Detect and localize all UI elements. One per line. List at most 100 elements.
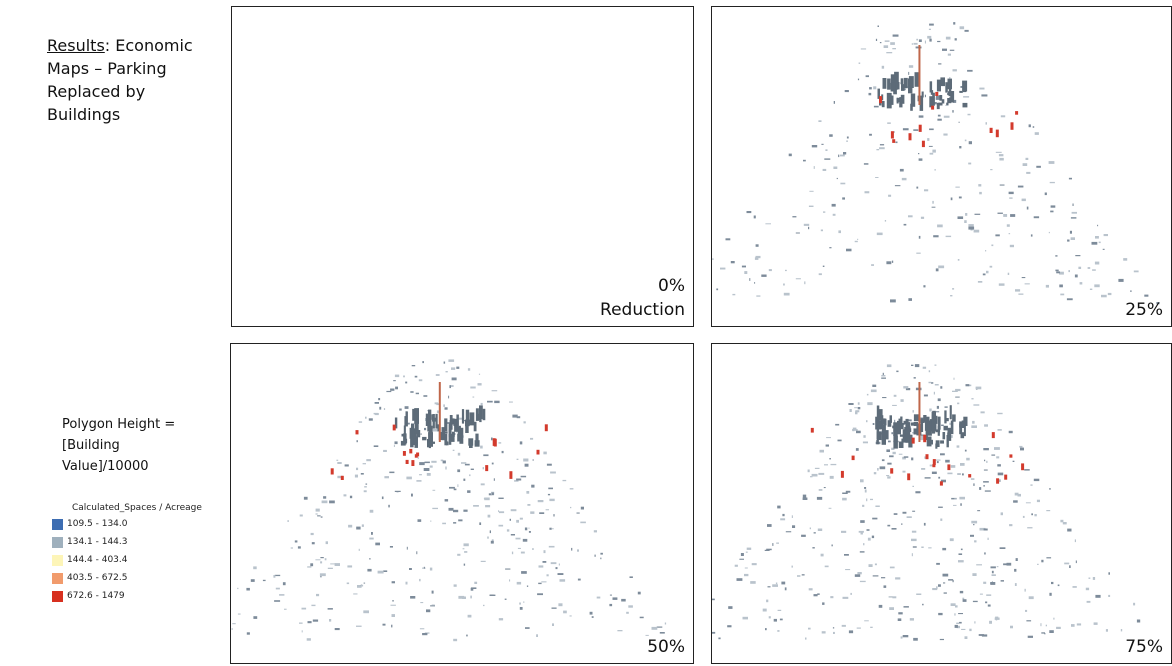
map-hotspot [935, 92, 938, 96]
map-feature [882, 66, 884, 69]
map-feature [862, 505, 864, 507]
map-hotspot [940, 481, 943, 485]
map-feature [384, 408, 385, 410]
map-feature [410, 391, 413, 393]
map-feature [979, 487, 981, 490]
map-feature [287, 520, 289, 522]
map-feature [780, 619, 783, 621]
map-feature [955, 625, 958, 628]
map-feature [363, 610, 369, 613]
map-feature [857, 239, 858, 240]
map-feature [936, 411, 940, 412]
map-feature [880, 466, 886, 469]
map-feature [940, 453, 945, 455]
map-building [901, 78, 904, 84]
map-feature [1101, 295, 1107, 298]
map-hotspot [331, 468, 334, 474]
map-feature [1099, 242, 1101, 244]
map-feature [325, 558, 327, 560]
map-feature [570, 488, 574, 489]
map-feature [997, 566, 999, 567]
map-feature [968, 114, 971, 116]
map-feature [766, 600, 768, 603]
map-feature [990, 169, 992, 170]
map-feature [1027, 207, 1029, 210]
map-feature [304, 497, 308, 500]
map-feature [903, 471, 906, 473]
map-feature [291, 547, 293, 548]
map-feature [946, 236, 952, 237]
map-hotspot [493, 438, 496, 446]
map-feature [1130, 290, 1131, 292]
map-feature [474, 582, 477, 584]
map-feature [999, 154, 1004, 156]
map-feature [1019, 446, 1022, 448]
map-feature [814, 532, 816, 533]
map-feature [556, 567, 558, 569]
panel-percent: 75% [1125, 635, 1163, 659]
map-feature [974, 621, 975, 623]
map-feature [481, 483, 485, 485]
map-feature [483, 467, 484, 469]
map-feature [881, 378, 886, 379]
map-building [947, 93, 951, 95]
map-feature [563, 480, 567, 481]
map-feature [984, 424, 988, 426]
map-feature [754, 216, 756, 219]
map-feature [991, 566, 996, 568]
map-feature [749, 278, 750, 281]
map-feature [356, 468, 358, 470]
map-feature [364, 490, 367, 492]
map-feature [600, 553, 603, 555]
map-feature [861, 48, 866, 49]
map-feature [857, 628, 861, 629]
map-feature [887, 122, 891, 124]
map-feature [746, 552, 748, 553]
map-feature [985, 250, 986, 251]
map-feature [910, 618, 914, 621]
map-feature [977, 510, 980, 511]
map-feature [849, 630, 853, 633]
map-feature [864, 620, 869, 621]
map-feature [1095, 236, 1099, 239]
map-feature [369, 558, 371, 559]
map-feature [419, 462, 425, 465]
map-feature [938, 584, 941, 587]
map-feature [311, 605, 315, 606]
map-building [479, 405, 483, 419]
map-hotspot [811, 428, 814, 433]
map-feature [887, 476, 890, 478]
map-feature [328, 608, 333, 610]
map-feature [328, 568, 333, 569]
map-feature [1064, 563, 1069, 565]
map-feature [471, 469, 474, 470]
map-feature [238, 614, 241, 615]
map-building [422, 437, 426, 440]
map-feature [959, 146, 961, 148]
map-feature [970, 535, 974, 537]
map-feature [1007, 563, 1012, 566]
map-feature [488, 515, 491, 518]
map-feature [898, 618, 902, 621]
map-feature [543, 452, 546, 455]
map-feature [867, 394, 869, 396]
title-underlined: Results [47, 36, 105, 55]
map-feature [552, 623, 554, 626]
map-feature [931, 382, 933, 384]
map-feature [1095, 262, 1099, 265]
map-feature [390, 389, 394, 391]
legend-swatch [52, 573, 63, 584]
map-feature [473, 397, 475, 398]
map-feature [464, 564, 465, 566]
map-hotspot [891, 131, 894, 138]
map-feature [950, 538, 954, 541]
map-feature [538, 583, 541, 584]
map-feature [946, 37, 951, 40]
map-feature [951, 465, 956, 468]
panel-sublabel: Reduction [600, 298, 685, 322]
map-feature [1067, 298, 1073, 300]
map-feature [433, 490, 436, 491]
map-feature [263, 580, 266, 581]
map-feature [375, 402, 379, 404]
map-feature [416, 393, 419, 395]
